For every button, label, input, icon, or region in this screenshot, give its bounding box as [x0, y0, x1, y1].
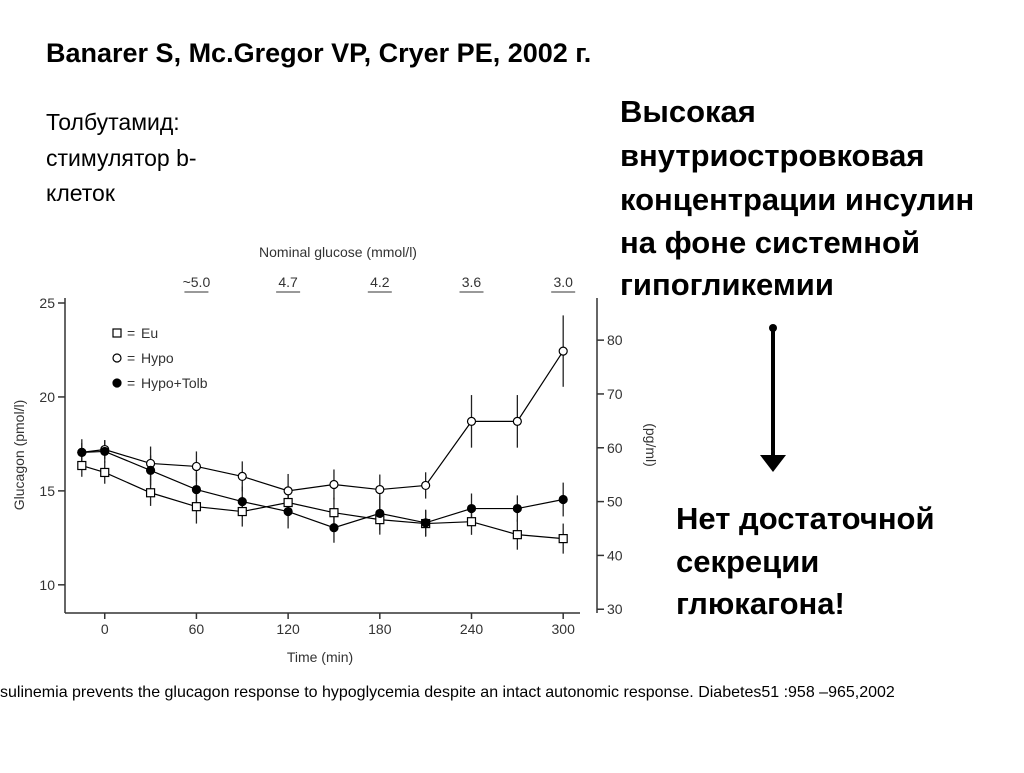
conclusion-text: секреции [676, 544, 819, 579]
data-point [375, 484, 385, 495]
series-line [81, 450, 564, 529]
left-text: Толбутамид: [46, 109, 180, 135]
data-point [191, 484, 202, 495]
x-tick-label: 0 [101, 621, 109, 637]
legend-marker [112, 353, 122, 363]
legend-label: Eu [141, 325, 158, 341]
data-point [512, 416, 522, 426]
legend-label: Hypo [141, 350, 174, 366]
x2-tick-label: 3.6 [462, 274, 482, 290]
data-point [421, 480, 431, 491]
chart: Nominal glucose (mmol/l) Time (min) Gluc… [11, 244, 659, 665]
data-point [100, 446, 110, 457]
y2-axis-label: (pg/ml) [643, 423, 659, 467]
data-point [237, 471, 247, 482]
data-point [283, 486, 293, 496]
right-text: Высокая [620, 94, 756, 129]
left-text: стимулятор b- [46, 145, 197, 171]
legend-marker [112, 378, 122, 388]
x-axis-label: Time (min) [287, 649, 353, 665]
data-point [558, 533, 568, 544]
x-tick-label: 240 [460, 621, 484, 637]
data-point [77, 460, 87, 471]
y-tick-label: 10 [39, 577, 55, 593]
legend-label: Hypo+Tolb [141, 375, 208, 391]
legend-eq: = [127, 325, 135, 341]
data-point [512, 503, 522, 514]
y2-tick-label: 30 [607, 601, 623, 617]
y2-tick-label: 70 [607, 386, 623, 402]
x-tick-label: 60 [189, 621, 205, 637]
series-line [81, 350, 564, 492]
data-point [329, 479, 339, 490]
data-point [512, 530, 522, 540]
data-point [283, 506, 293, 517]
y-tick-label: 20 [39, 389, 55, 405]
x2-tick-label: ~5.0 [183, 274, 211, 290]
data-point [100, 467, 110, 478]
data-point [558, 494, 568, 505]
data-point [237, 496, 247, 507]
y2-tick-label: 80 [607, 332, 623, 348]
x-tick-label: 300 [552, 621, 576, 637]
y2-tick-label: 60 [607, 440, 623, 456]
data-point [77, 447, 87, 457]
legend-eq: = [127, 350, 135, 366]
x2-tick-label: 4.2 [370, 274, 390, 290]
conclusion-text: глюкагона! [676, 586, 845, 621]
data-point [466, 517, 477, 527]
data-point [329, 508, 339, 518]
left-text: клеток [46, 180, 116, 206]
data-point [283, 497, 293, 508]
series-line [81, 464, 564, 540]
data-point [145, 465, 156, 475]
legend-eq: = [127, 375, 135, 391]
conclusion-text: Нет достаточной [676, 501, 935, 536]
data-point [558, 346, 568, 356]
chart-title: Nominal glucose (mmol/l) [259, 244, 417, 260]
x2-tick-label: 4.7 [278, 274, 298, 290]
x-tick-label: 180 [368, 621, 392, 637]
legend-marker [112, 328, 122, 338]
footer: sulinemia prevents the glucagon response… [0, 684, 895, 701]
data-point [466, 503, 477, 514]
data-point [329, 523, 339, 533]
right-text: внутриостровковая [620, 138, 924, 173]
data-point [145, 488, 156, 498]
x2-tick-label: 3.0 [553, 274, 573, 290]
right-text: концентрации инсулин [620, 182, 974, 217]
data-point [421, 518, 431, 528]
slide-title: Banarer S, Mc.Gregor VP, Cryer PE, 2002 … [46, 38, 591, 68]
y-axis-label: Glucagon (pmol/l) [11, 400, 27, 511]
data-point [237, 506, 247, 517]
arrow-head [760, 455, 786, 472]
y-tick-label: 15 [39, 483, 55, 499]
data-point [191, 461, 202, 472]
data-point [191, 502, 202, 512]
right-text: гипогликемии [620, 267, 834, 302]
data-point [466, 416, 477, 426]
right-text: на фоне системной [620, 225, 920, 260]
y2-tick-label: 40 [607, 547, 623, 563]
y2-tick-label: 50 [607, 494, 623, 510]
data-point [375, 508, 385, 519]
y-tick-label: 25 [39, 295, 55, 311]
x-tick-label: 120 [276, 621, 300, 637]
